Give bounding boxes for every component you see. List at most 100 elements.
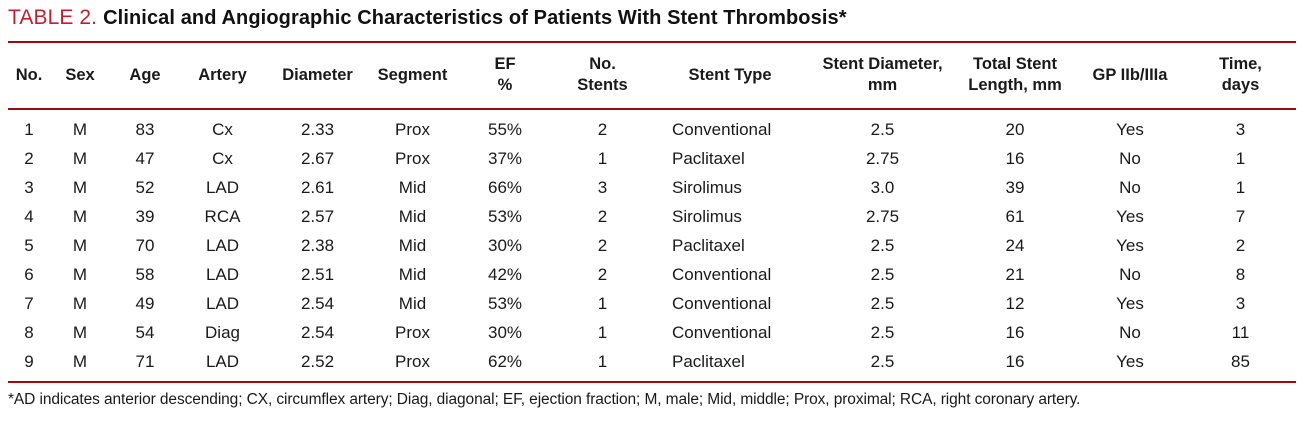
- table-row: 5 M 70 LAD 2.38 Mid 30% 2 Paclitaxel 2.5 24 Yes 2: [8, 231, 1296, 260]
- column-header: Total Stent Length, mm: [955, 43, 1075, 110]
- cell: 1: [1235, 178, 1246, 197]
- cell: Mid: [398, 178, 427, 197]
- bottom-rule: [8, 381, 1296, 383]
- cell: 3: [1235, 294, 1246, 313]
- cell: 2: [597, 207, 608, 226]
- cell: 7: [1235, 207, 1246, 226]
- cell: 11: [1231, 323, 1250, 342]
- cell: 7: [24, 294, 34, 313]
- cell: M: [72, 178, 88, 197]
- cell: No: [1119, 178, 1141, 197]
- cell: Prox: [395, 323, 430, 342]
- cell: 2.57: [300, 207, 335, 226]
- cell: Conventional: [672, 265, 772, 284]
- cell: 2.54: [300, 323, 335, 342]
- cell: 39: [135, 207, 155, 226]
- table-row: 2 M 47 Cx 2.67 Prox 37% 1 Paclitaxel 2.75 16 No 1: [8, 144, 1296, 173]
- cell: 1: [24, 120, 34, 139]
- cell: 1: [597, 294, 608, 313]
- cell: 21: [1005, 265, 1025, 284]
- cell: 2.5: [870, 265, 895, 284]
- cell: Yes: [1116, 207, 1144, 226]
- cell: M: [72, 294, 88, 313]
- cell: LAD: [205, 236, 240, 255]
- cell: 2.5: [870, 352, 895, 371]
- cell: Yes: [1116, 236, 1144, 255]
- table-row: 4 M 39 RCA 2.57 Mid 53% 2 Sirolimus 2.75 61 Yes 7: [8, 202, 1296, 231]
- cell: Sirolimus: [672, 207, 742, 226]
- column-header: Segment: [370, 43, 455, 110]
- cell: 2.5: [870, 294, 895, 313]
- cell: Paclitaxel: [672, 149, 745, 168]
- cell: 54: [135, 323, 155, 342]
- cell: 2.38: [300, 236, 335, 255]
- cell: 2.61: [300, 178, 335, 197]
- cell: Diag: [205, 323, 240, 342]
- cell: Yes: [1116, 294, 1144, 313]
- cell: 61: [1005, 207, 1025, 226]
- table-row: 1 M 83 Cx 2.33 Prox 55% 2 Conventional 2.5 20 Yes 3: [8, 109, 1296, 144]
- cell: 2.5: [870, 120, 895, 139]
- column-header: Diameter: [265, 43, 370, 110]
- table-title-text: Clinical and Angiographic Characteristic…: [103, 7, 847, 29]
- cell: 6: [24, 265, 34, 284]
- cell: M: [72, 352, 88, 371]
- cell: 2.5: [870, 236, 895, 255]
- cell: Yes: [1116, 352, 1144, 371]
- cell: 71: [135, 352, 155, 371]
- cell: Mid: [398, 265, 427, 284]
- cell: No: [1119, 265, 1141, 284]
- column-header: GP IIb/IIIa: [1075, 43, 1185, 110]
- table-header: No. Sex Age Artery Diameter Segment EF % No. St…: [8, 43, 1296, 110]
- cell: 58: [135, 265, 155, 284]
- cell: 2.75: [865, 149, 900, 168]
- cell: No: [1119, 149, 1141, 168]
- cell: LAD: [205, 265, 240, 284]
- cell: 3.0: [870, 178, 895, 197]
- cell: 49: [135, 294, 155, 313]
- cell: 1: [597, 323, 608, 342]
- column-header: Sex: [50, 43, 110, 110]
- cell: LAD: [205, 294, 240, 313]
- cell: LAD: [205, 352, 240, 371]
- cell: 2.52: [300, 352, 335, 371]
- cell: 8: [24, 323, 34, 342]
- table-number-label: TABLE 2.: [8, 6, 98, 29]
- table-row: 6 M 58 LAD 2.51 Mid 42% 2 Conventional 2.5 21 No 8: [8, 260, 1296, 289]
- cell: 2.33: [300, 120, 335, 139]
- cell: Conventional: [672, 323, 772, 342]
- cell: Prox: [395, 149, 430, 168]
- cell: 16: [1005, 323, 1025, 342]
- column-header: EF %: [455, 43, 555, 110]
- cell: 55%: [487, 120, 523, 139]
- cell: Paclitaxel: [672, 352, 745, 371]
- cell: 12: [1005, 294, 1025, 313]
- cell: 1: [597, 352, 608, 371]
- cell: M: [72, 120, 88, 139]
- cell: 30%: [487, 323, 523, 342]
- cell: 8: [1235, 265, 1246, 284]
- cell: 66%: [487, 178, 523, 197]
- cell: 2: [597, 120, 608, 139]
- cell: 39: [1005, 178, 1025, 197]
- cell: 47: [135, 149, 155, 168]
- cell: 2.67: [300, 149, 335, 168]
- cell: 53%: [487, 207, 523, 226]
- table-title: TABLE 2. Clinical and Angiographic Charac…: [8, 5, 1296, 31]
- column-header: Stent Diameter, mm: [810, 43, 955, 110]
- cell: 2.51: [300, 265, 335, 284]
- cell: Mid: [398, 236, 427, 255]
- cell: 2: [1235, 236, 1246, 255]
- cell: M: [72, 149, 88, 168]
- cell: 83: [135, 120, 155, 139]
- header-row: No. Sex Age Artery Diameter Segment EF % No. St…: [8, 43, 1296, 110]
- cell: 3: [1235, 120, 1246, 139]
- cell: 2.5: [870, 323, 895, 342]
- cell: 2: [597, 236, 608, 255]
- cell: Prox: [395, 120, 430, 139]
- cell: Yes: [1116, 120, 1144, 139]
- cell: 37%: [487, 149, 523, 168]
- cell: Mid: [398, 207, 427, 226]
- cell: M: [72, 207, 88, 226]
- cell: 24: [1005, 236, 1025, 255]
